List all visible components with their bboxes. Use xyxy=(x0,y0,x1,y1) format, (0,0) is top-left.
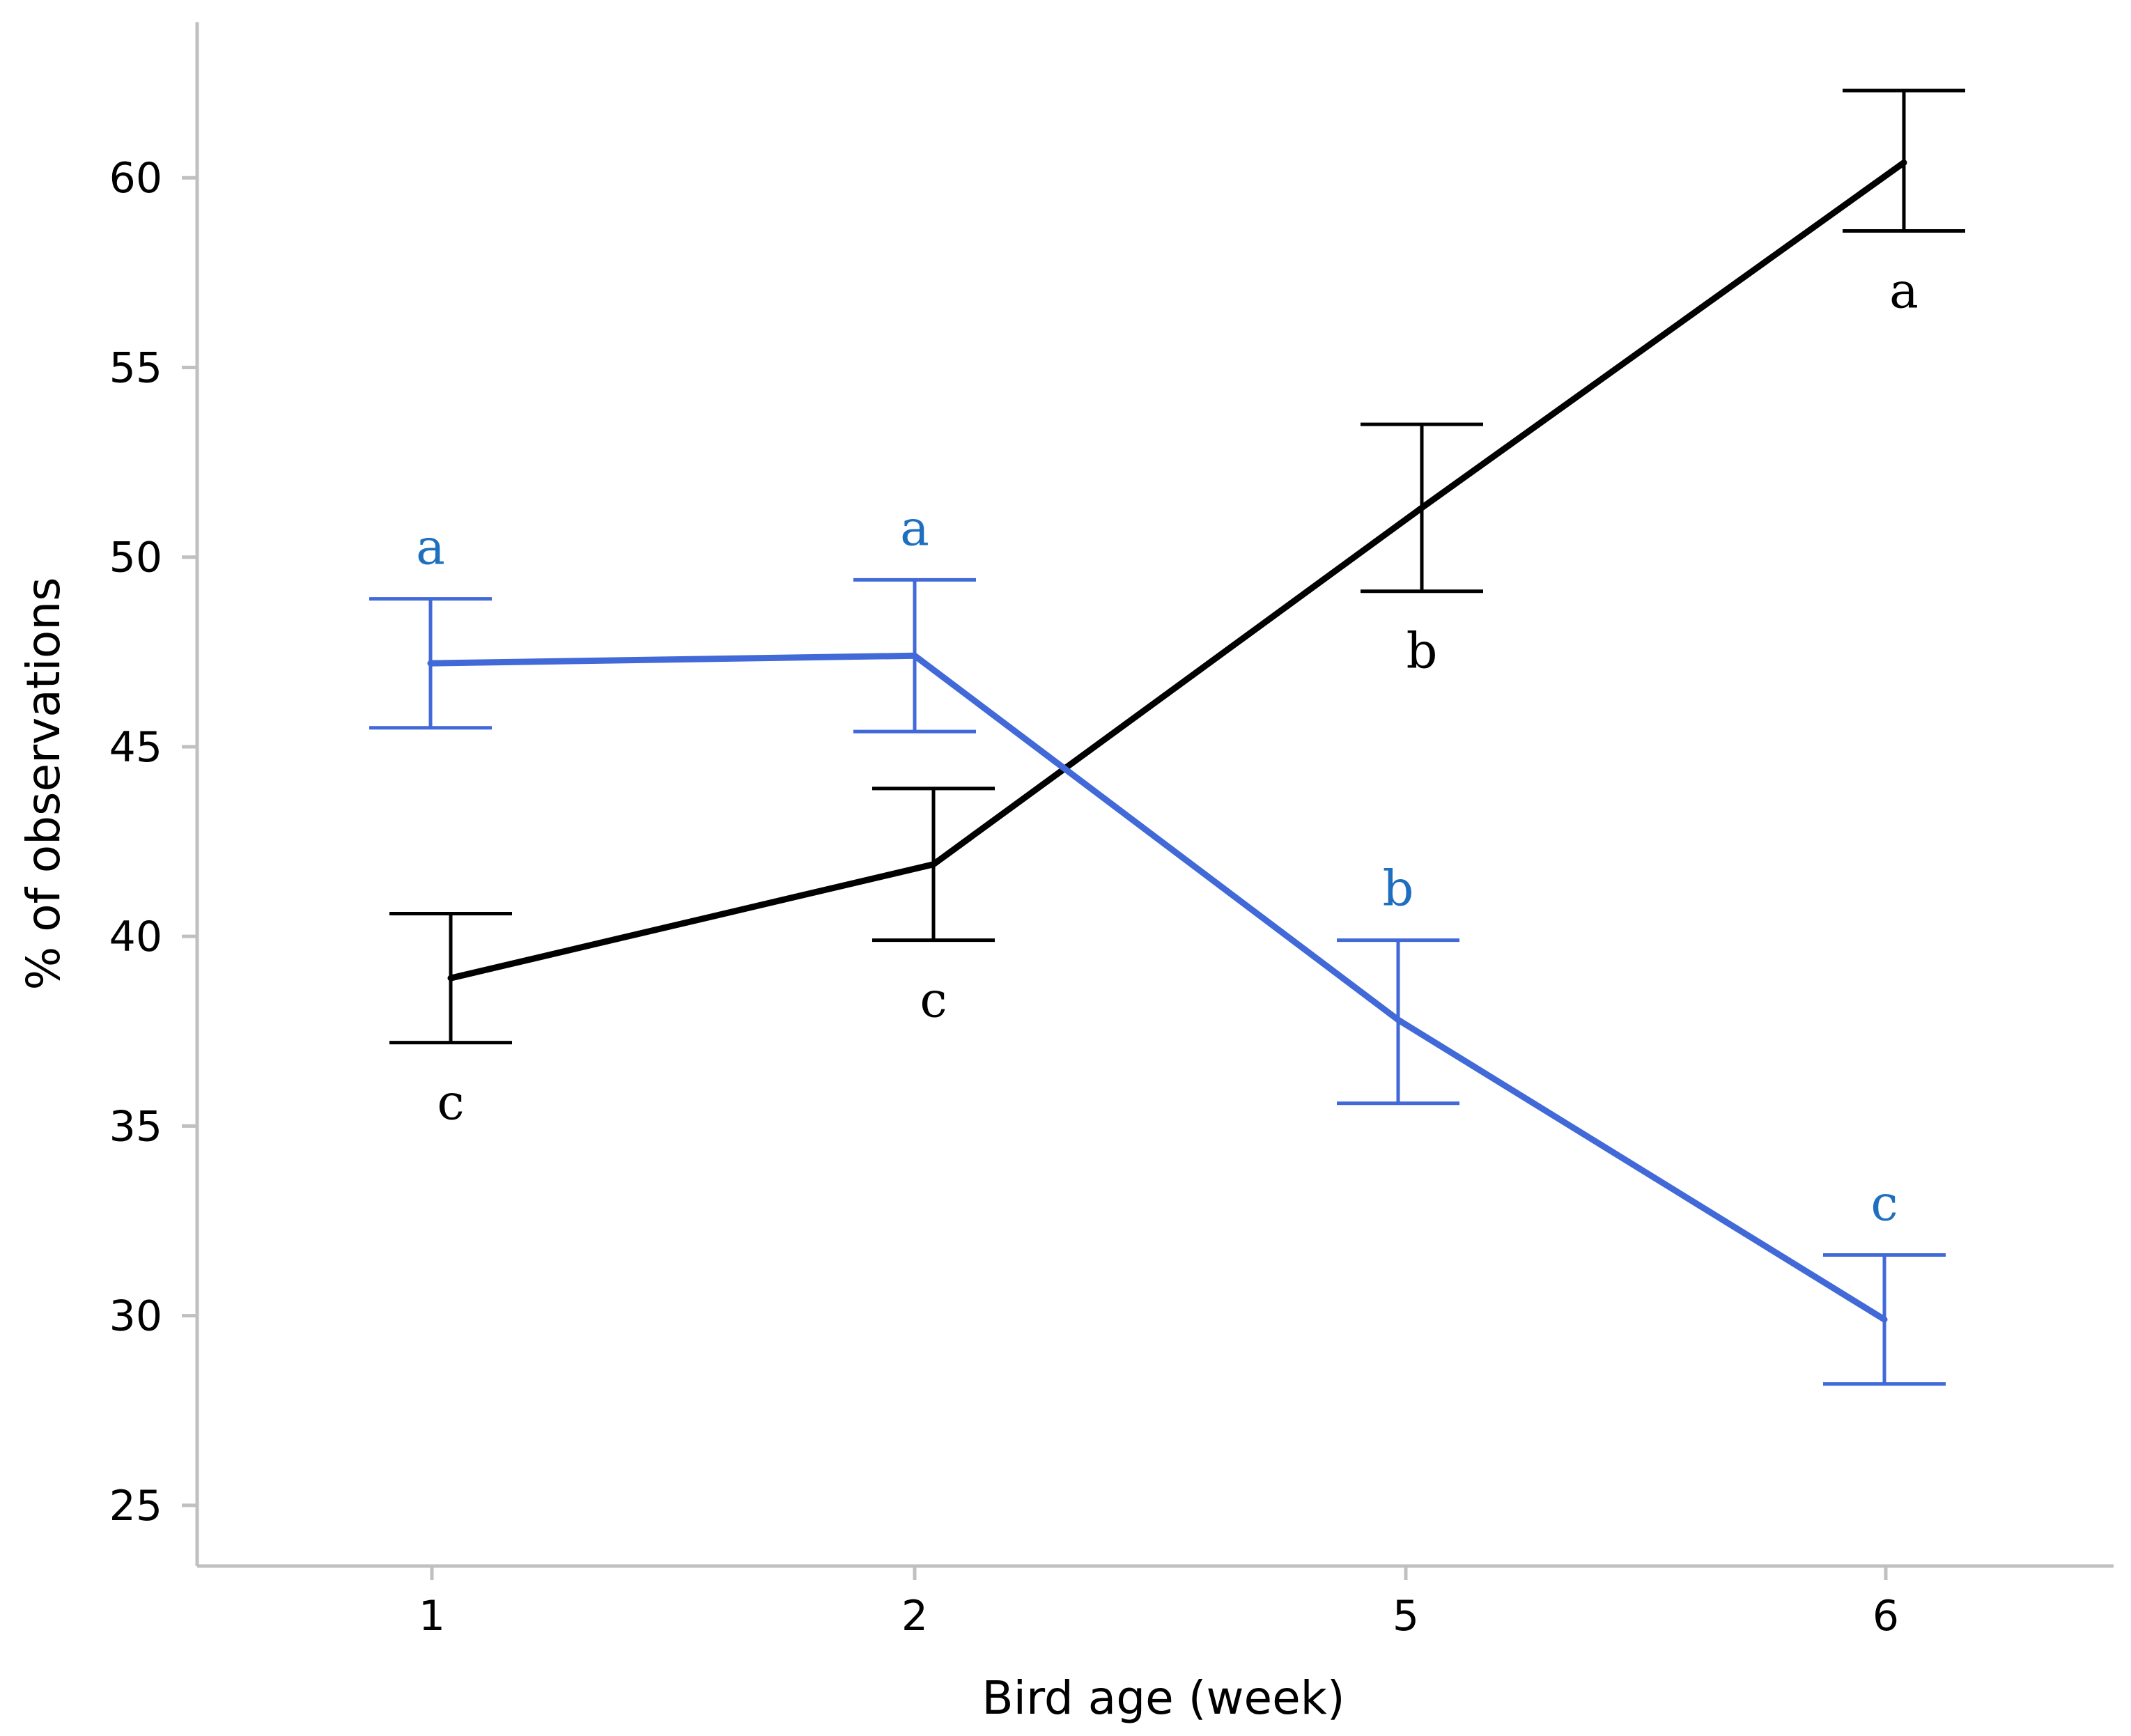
x-ticks: 1 2 5 6 xyxy=(419,1566,1899,1641)
significance-letter: c xyxy=(437,1074,464,1131)
series-layer: c c b a a a b c xyxy=(369,88,1965,1386)
x-tick-label: 1 xyxy=(419,1592,445,1641)
y-tick-label: 25 xyxy=(109,1482,162,1530)
significance-letter: a xyxy=(900,499,929,557)
y-ticks: 25 30 35 40 45 50 55 60 xyxy=(109,154,197,1530)
y-tick-label: 40 xyxy=(109,913,162,961)
series-line xyxy=(447,159,1907,982)
y-axis-title: % of observations xyxy=(17,577,70,990)
series-blue: a a b c xyxy=(369,499,1946,1386)
axes xyxy=(195,22,2114,1568)
x-tick-label: 2 xyxy=(901,1592,928,1641)
x-tick-label: 6 xyxy=(1873,1592,1899,1641)
significance-letter: a xyxy=(1889,262,1919,319)
y-tick-label: 30 xyxy=(109,1292,162,1341)
series-line xyxy=(427,652,1888,1323)
x-tick-label: 5 xyxy=(1393,1592,1419,1641)
significance-letter: b xyxy=(1383,860,1414,917)
significance-letter: c xyxy=(1870,1175,1898,1232)
y-tick-label: 60 xyxy=(109,154,162,203)
y-tick-label: 35 xyxy=(109,1102,162,1151)
significance-letter: a xyxy=(416,519,445,576)
significance-letter: b xyxy=(1407,623,1438,680)
x-axis-title: Bird age (week) xyxy=(982,1671,1345,1725)
y-tick-label: 55 xyxy=(109,343,162,392)
y-tick-label: 45 xyxy=(109,723,162,772)
series-black: c c b a xyxy=(389,88,1965,1131)
y-tick-label: 50 xyxy=(109,534,162,582)
significance-letter: c xyxy=(920,972,947,1029)
